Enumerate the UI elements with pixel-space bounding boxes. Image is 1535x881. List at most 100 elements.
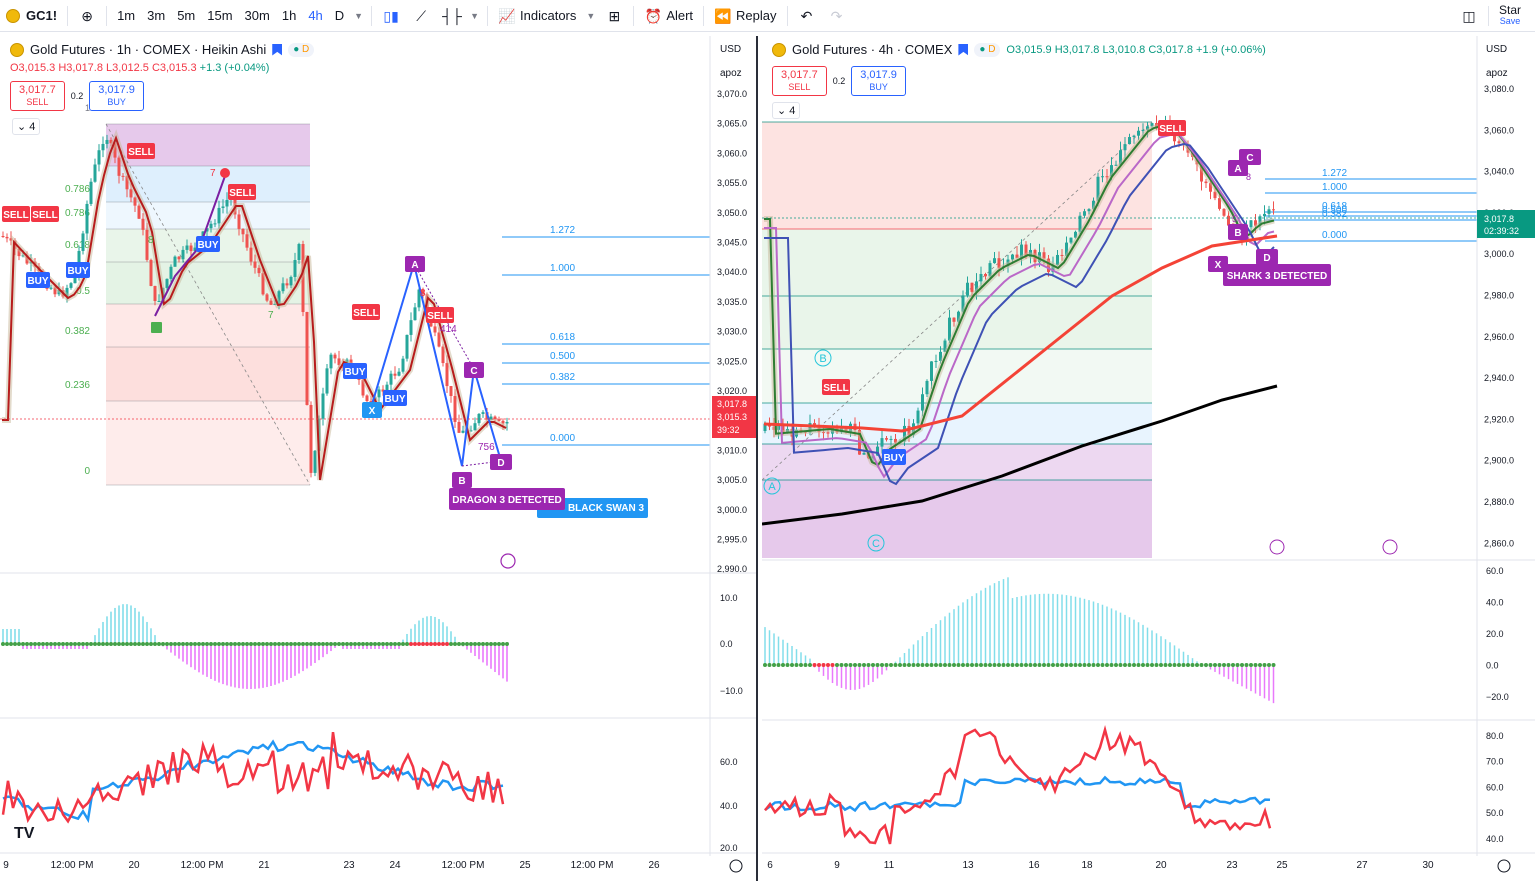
macd-tick: 10.0: [720, 593, 738, 603]
squeeze-dot: [884, 663, 889, 667]
rsi-red-line: [764, 725, 1272, 845]
layout-toggle-button[interactable]: ◫: [1454, 0, 1484, 32]
squeeze-dot: [97, 642, 101, 646]
candle-body: [501, 420, 505, 424]
time-tick: 20: [1155, 860, 1167, 871]
candle-body: [781, 424, 785, 433]
flag-icon[interactable]: [958, 43, 969, 56]
squeeze-dot: [1262, 663, 1267, 667]
candle-body: [1105, 176, 1109, 178]
candle-body: [957, 311, 960, 322]
sell-button[interactable]: 3,017.7 SELL: [10, 81, 65, 111]
tf-15m[interactable]: 15m: [207, 8, 233, 23]
line-chart-button[interactable]: ⟋: [406, 0, 436, 32]
macd-tick: 0.0: [720, 639, 733, 649]
sell-signal-label-bg: [228, 184, 256, 200]
candle-body: [17, 248, 21, 257]
squeeze-dot: [237, 642, 241, 646]
tf-3m[interactable]: 3m: [147, 8, 166, 23]
tf-30m[interactable]: 30m: [244, 8, 270, 23]
price-tick: 3,030.0: [717, 327, 747, 337]
squeeze-dot: [1042, 663, 1046, 667]
candle-body: [309, 404, 313, 473]
currency-label[interactable]: USD: [1486, 44, 1508, 55]
ohlc-open: O3,015.9: [1006, 43, 1052, 56]
currency-label[interactable]: USD: [720, 44, 742, 55]
candle-body: [441, 346, 445, 364]
candles-button[interactable]: ▯▮: [376, 0, 406, 32]
star-save-button[interactable]: Star Save: [1493, 0, 1535, 32]
chevron-down-icon[interactable]: ▼: [470, 10, 480, 21]
buy-label: BUY: [869, 82, 888, 92]
buy-button[interactable]: 3,017.9 BUY: [851, 66, 906, 96]
squeeze-dot: [992, 663, 997, 667]
layouts-button[interactable]: ⊞: [599, 0, 629, 32]
sell-signal-label: SELL: [427, 311, 453, 322]
tf-D[interactable]: D: [334, 8, 345, 23]
candle-body: [153, 285, 157, 301]
right-chart-pane[interactable]: 1.272 1.000 0.618 0.500 0.382 0.000 SELL SELL BU…: [762, 36, 1535, 881]
tf-5m[interactable]: 5m: [177, 8, 196, 23]
indicators-button[interactable]: 📈 Indicators: [492, 0, 582, 32]
candle-body: [925, 380, 929, 395]
data-badge[interactable]: ● D: [288, 42, 315, 57]
squeeze-dot: [1204, 663, 1208, 667]
candle-body: [333, 354, 337, 359]
squeeze-dot: [808, 663, 812, 667]
sell-signal-label-bg: [352, 304, 380, 320]
squeeze-dot: [105, 642, 109, 646]
collapse-indicators-button[interactable]: ⌄ 4: [772, 102, 801, 119]
bar-chart-button[interactable]: ┤├: [436, 0, 466, 32]
left-chart-pane[interactable]: 0.786 0.786 0.618 0.5 0.382 0.236 0 1 1.272 1.000…: [0, 36, 758, 881]
macd-tick: −10.0: [720, 686, 743, 696]
right-chart-canvas[interactable]: 1.2721.0000.6180.5000.3820.000SELLSELLBU…: [762, 36, 1535, 881]
squeeze-dot: [65, 642, 69, 646]
chevron-down-icon[interactable]: ▼: [354, 10, 364, 21]
compare-button[interactable]: ⊕: [72, 0, 102, 32]
scale-mode-label[interactable]: apoz: [1486, 68, 1508, 79]
candle-body: [1092, 200, 1095, 210]
settings-gear-icon: [729, 859, 743, 873]
alert-button[interactable]: ⏰ Alert: [638, 0, 699, 32]
squeeze-dot: [445, 642, 449, 646]
squeeze-dot: [812, 663, 817, 667]
zigzag-line: [154, 175, 226, 317]
bar-count-label: 8: [420, 288, 426, 299]
tf-4h[interactable]: 4h: [308, 8, 323, 23]
squeeze-dot: [880, 663, 884, 667]
flag-icon[interactable]: [272, 43, 283, 56]
squeeze-dot: [261, 642, 265, 646]
squeeze-dot: [265, 642, 269, 646]
replay-button[interactable]: ⏪ Replay: [708, 0, 782, 32]
squeeze-dot: [988, 663, 992, 667]
collapse-indicators-button[interactable]: ⌄ 4: [12, 118, 41, 135]
candle-body: [943, 340, 947, 352]
sell-button[interactable]: 3,017.7 SELL: [772, 66, 827, 96]
squeeze-dot: [983, 663, 988, 667]
candle-body: [469, 430, 473, 432]
redo-button[interactable]: ↷: [822, 0, 852, 32]
squeeze-dot: [425, 642, 429, 646]
harmonic-level-label: 0.000: [550, 433, 575, 444]
squeeze-dot: [453, 642, 457, 646]
squeeze-dot: [325, 642, 329, 646]
squeeze-dot: [1028, 663, 1033, 667]
tf-1h[interactable]: 1h: [281, 8, 297, 23]
squeeze-dot: [799, 663, 803, 667]
tf-1m[interactable]: 1m: [117, 8, 136, 23]
squeeze-dot: [297, 642, 301, 646]
symbol-search[interactable]: GC1!: [0, 0, 63, 32]
data-badge[interactable]: ● D: [974, 42, 1001, 57]
squeeze-dot: [501, 642, 505, 646]
squeeze-dot: [13, 642, 17, 646]
undo-button[interactable]: ↶: [792, 0, 822, 32]
candle-body: [966, 282, 969, 296]
chevron-down-icon[interactable]: ▼: [586, 10, 596, 21]
left-chart-canvas[interactable]: 0.786 0.786 0.618 0.5 0.382 0.236 0 1 1.272 1.000…: [0, 36, 758, 881]
harmonic-level-label: 0.618: [1322, 201, 1347, 212]
indicators-icon: 📈: [498, 7, 516, 24]
scale-mode-label[interactable]: apoz: [720, 68, 742, 79]
buy-price: 3,017.9: [860, 69, 897, 81]
squeeze-dot: [1150, 663, 1154, 667]
buy-button[interactable]: 3,017.9 BUY: [89, 81, 144, 111]
